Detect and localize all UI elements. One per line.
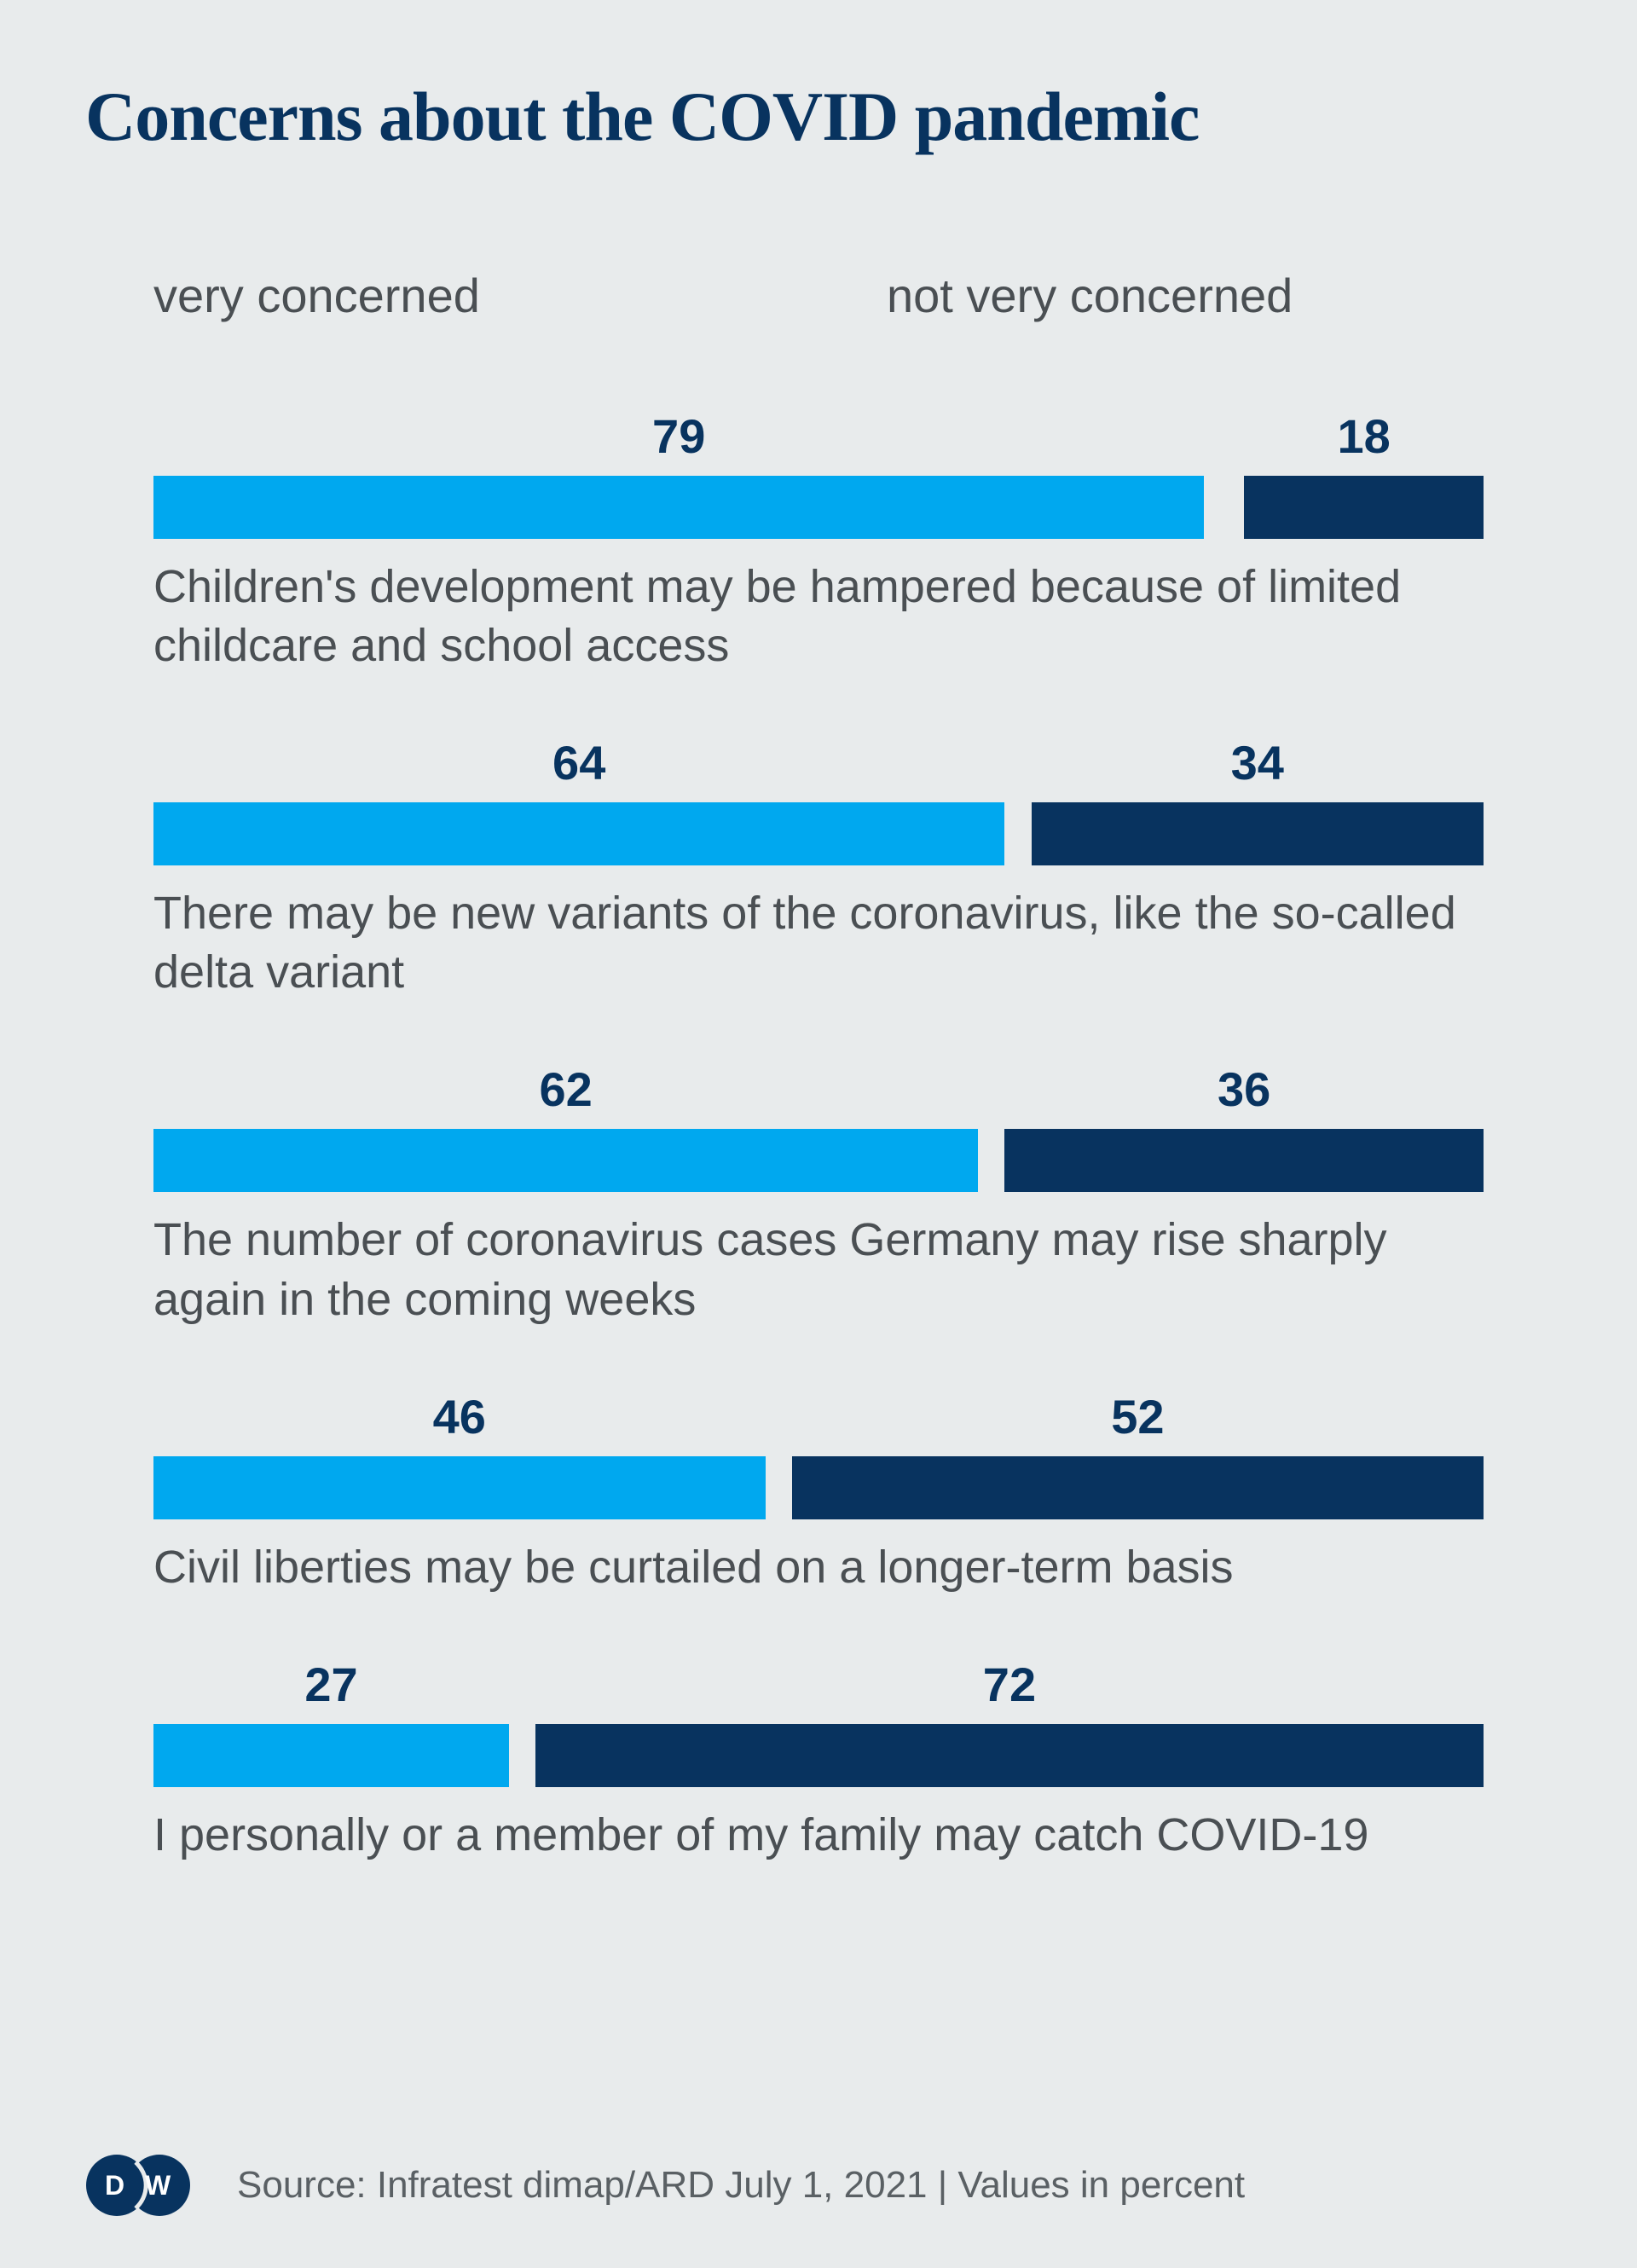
value-row: 27 72 (153, 1657, 1484, 1712)
bar-not-very-concerned (1004, 1129, 1484, 1192)
item-label: Children's development may be hampered b… (153, 558, 1484, 675)
chart-item: 79 18 Children's development may be hamper… (153, 408, 1484, 675)
item-label: I personally or a member of my family ma… (153, 1806, 1484, 1865)
value-very-concerned: 62 (153, 1062, 978, 1117)
footer: D W Source: Infratest dimap/ARD July 1, … (85, 2128, 1552, 2217)
bar-not-very-concerned (1032, 802, 1484, 865)
chart-item: 64 34 There may be new variants of the cor… (153, 735, 1484, 1002)
value-not-very-concerned: 72 (535, 1657, 1484, 1712)
bar-row (153, 1129, 1484, 1192)
legend-very-concerned: very concerned (153, 268, 818, 323)
chart-item: 27 72 I personally or a member of my famil… (153, 1657, 1484, 1865)
bar-row (153, 476, 1484, 539)
bar-row (153, 1456, 1484, 1519)
value-very-concerned: 79 (153, 408, 1204, 464)
chart-item: 46 52 Civil liberties may be curtailed on … (153, 1389, 1484, 1597)
bar-very-concerned (153, 476, 1204, 539)
value-row: 46 52 (153, 1389, 1484, 1444)
bar-very-concerned (153, 802, 1004, 865)
source-text: Source: Infratest dimap/ARD July 1, 2021… (237, 2164, 1245, 2207)
legend-row: very concerned not very concerned (153, 268, 1484, 323)
chart-area: very concerned not very concerned 79 18 Ch… (85, 268, 1552, 2128)
value-row: 64 34 (153, 735, 1484, 790)
chart-container: Concerns about the COVID pandemic very c… (0, 0, 1637, 2268)
item-label: The number of coronavirus cases Germany … (153, 1211, 1484, 1328)
value-not-very-concerned: 18 (1244, 408, 1484, 464)
dw-logo-icon: D W (85, 2154, 191, 2217)
chart-item: 62 36 The number of coronavirus cases Germ… (153, 1062, 1484, 1328)
svg-text:D: D (105, 2170, 124, 2201)
value-row: 62 36 (153, 1062, 1484, 1117)
bar-row (153, 1724, 1484, 1787)
bar-very-concerned (153, 1129, 978, 1192)
bar-row (153, 802, 1484, 865)
value-very-concerned: 46 (153, 1389, 766, 1444)
chart-title: Concerns about the COVID pandemic (85, 77, 1552, 157)
value-not-very-concerned: 36 (1004, 1062, 1484, 1117)
value-very-concerned: 64 (153, 735, 1004, 790)
bar-very-concerned (153, 1456, 766, 1519)
value-not-very-concerned: 34 (1032, 735, 1484, 790)
value-row: 79 18 (153, 408, 1484, 464)
item-label: Civil liberties may be curtailed on a lo… (153, 1538, 1484, 1597)
legend-not-very-concerned: not very concerned (818, 268, 1484, 323)
bar-not-very-concerned (1244, 476, 1484, 539)
value-very-concerned: 27 (153, 1657, 509, 1712)
value-not-very-concerned: 52 (792, 1389, 1484, 1444)
item-label: There may be new variants of the coronav… (153, 884, 1484, 1002)
items-list: 79 18 Children's development may be hamper… (153, 408, 1484, 1865)
svg-text:W: W (145, 2170, 171, 2201)
bar-not-very-concerned (535, 1724, 1484, 1787)
bar-very-concerned (153, 1724, 509, 1787)
bar-not-very-concerned (792, 1456, 1484, 1519)
